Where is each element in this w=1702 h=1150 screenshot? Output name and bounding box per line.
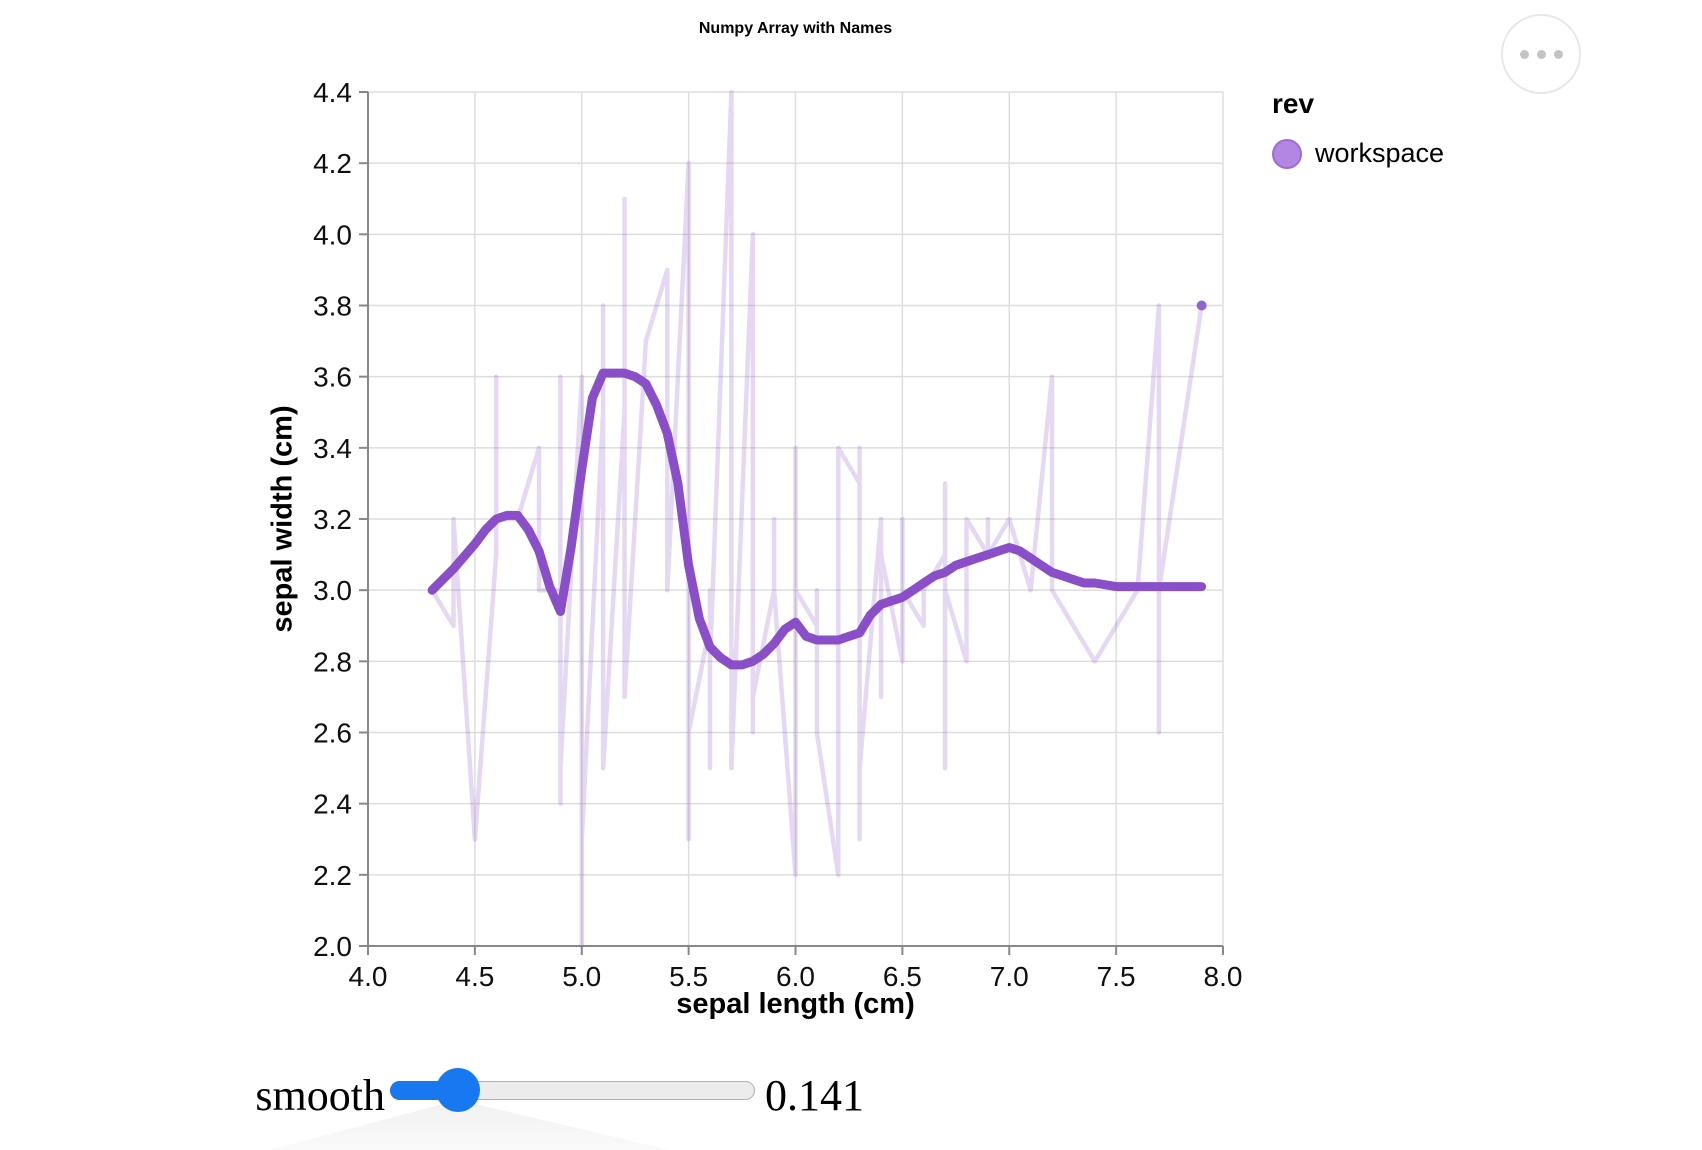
y-tick-label: 3.6: [313, 362, 352, 393]
legend-item-workspace: workspace: [1272, 138, 1444, 169]
legend: rev workspace: [1272, 88, 1444, 169]
x-tick-label: 5.0: [562, 961, 601, 992]
y-tick-label: 2.0: [313, 931, 352, 962]
ellipsis-icon: [1519, 49, 1529, 59]
x-tick-label: 4.0: [349, 961, 388, 992]
x-tick-label: 6.5: [883, 961, 922, 992]
smooth-slider-thumb[interactable]: [436, 1068, 480, 1112]
smooth-slider-label: smooth: [255, 1071, 385, 1120]
chart-title: Numpy Array with Names: [698, 20, 893, 37]
smooth-slider-value: 0.141: [765, 1071, 864, 1120]
y-tick-label: 4.2: [313, 148, 352, 179]
y-tick-label: 3.2: [313, 504, 352, 535]
y-tick-label: 2.8: [313, 646, 352, 677]
y-tick-label: 2.4: [313, 789, 352, 820]
legend-title: rev: [1272, 88, 1315, 119]
y-tick-label: 3.4: [313, 433, 352, 464]
x-tick-label: 6.0: [776, 961, 815, 992]
legend-item-label: workspace: [1315, 138, 1445, 168]
x-tick-label: 7.0: [990, 961, 1029, 992]
smooth-line: [427, 368, 1207, 670]
y-tick-label: 4.0: [313, 219, 352, 250]
y-tick-label: 4.4: [313, 77, 352, 108]
y-tick-label: 3.0: [313, 575, 352, 606]
x-tick-label: 8.0: [1204, 961, 1243, 992]
y-tick-label: 3.8: [313, 291, 352, 322]
x-tick-label: 4.5: [455, 961, 494, 992]
ellipsis-icon: [1553, 49, 1563, 59]
y-axis-title: sepal width (cm): [266, 405, 299, 633]
ellipsis-icon: [1536, 49, 1546, 59]
x-tick-label: 7.5: [1097, 961, 1136, 992]
chart-actions-button[interactable]: [1501, 14, 1581, 94]
workspace-swatch-icon: [1272, 138, 1302, 169]
y-tick-label: 2.6: [313, 718, 352, 749]
y-tick-label: 2.2: [313, 860, 352, 891]
x-tick-label: 5.5: [669, 961, 708, 992]
end-point-marker: [1196, 300, 1207, 311]
x-axis-title: sepal length (cm): [676, 988, 915, 1020]
